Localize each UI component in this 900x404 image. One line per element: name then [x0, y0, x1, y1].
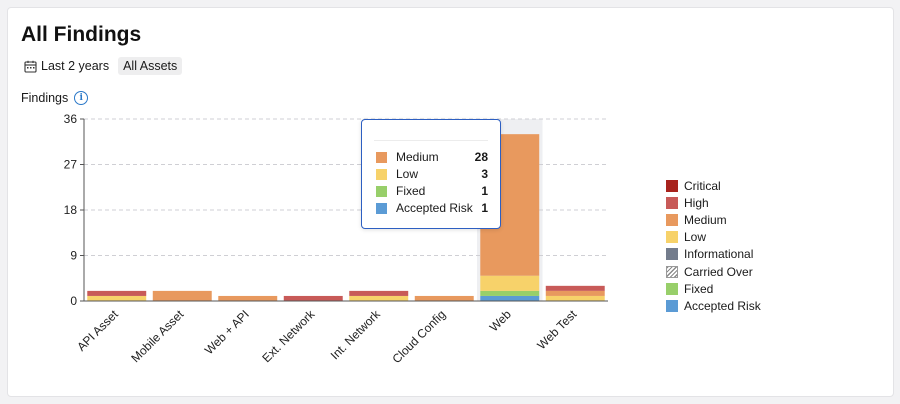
bar-segment-low [349, 295, 409, 301]
x-tick-label: Web Test [534, 307, 579, 352]
legend-item-informational[interactable]: Informational [666, 246, 761, 263]
x-tick-label: Cloud Config [389, 307, 448, 366]
tooltip-label: Accepted Risk [396, 201, 473, 215]
tooltip-swatch [376, 202, 387, 214]
y-tick-label: 0 [70, 294, 77, 308]
bar-segment-fixed [480, 290, 540, 296]
tooltip-row: Fixed 1 [376, 183, 488, 199]
tooltip-divider [374, 140, 488, 141]
legend-swatch [666, 179, 678, 192]
y-tick-label: 36 [64, 112, 78, 126]
legend-label: High [684, 195, 709, 210]
bar-tooltip: Medium 28 Low 3 Fixed 1 Accepted Risk 1 [361, 119, 501, 229]
bar-segment-low [87, 295, 147, 301]
legend-item-high[interactable]: High [666, 194, 761, 211]
bar-segment-low [480, 275, 540, 291]
tooltip-row: Accepted Risk 1 [376, 200, 488, 216]
date-range-filter[interactable]: Last 2 years [21, 57, 112, 75]
legend-item-critical[interactable]: Critical [666, 177, 761, 194]
calendar-icon [24, 60, 37, 73]
bar-segment-high [349, 290, 409, 296]
tooltip-swatch [376, 168, 387, 180]
tooltip-label: Fixed [396, 184, 426, 198]
legend-swatch [666, 231, 678, 244]
page-title: All Findings [21, 23, 142, 46]
legend-swatch [666, 299, 678, 312]
tooltip-row: Medium 28 [376, 149, 488, 165]
legend-label: Informational [684, 247, 754, 262]
asset-filter[interactable]: All Assets [118, 57, 183, 75]
x-tick-label: Int. Network [328, 307, 384, 363]
y-axis-title-row: Findings i [21, 91, 89, 105]
bar-segment-accepted-risk [480, 295, 540, 301]
bar-segment-low [545, 295, 605, 301]
tooltip-value: 3 [481, 167, 488, 181]
tooltip-row: Low 3 [376, 166, 488, 182]
legend-swatch [666, 265, 678, 278]
x-tick-label: API Asset [74, 307, 121, 354]
bar-segment-medium [218, 295, 278, 301]
tooltip-label: Low [396, 167, 419, 181]
bar-segment-medium [545, 290, 605, 296]
filter-bar: Last 2 years All Assets [21, 57, 183, 75]
tooltip-value: 1 [481, 201, 488, 215]
bar-segment-medium [152, 290, 212, 301]
y-axis-title: Findings [21, 91, 69, 105]
y-tick-label: 9 [70, 249, 77, 263]
legend-item-medium[interactable]: Medium [666, 211, 761, 228]
bar-segment-medium [414, 295, 474, 301]
legend-label: Medium [684, 212, 727, 227]
legend-item-low[interactable]: Low [666, 229, 761, 246]
legend-swatch [666, 196, 678, 209]
tooltip-value: 1 [481, 184, 488, 198]
date-range-label: Last 2 years [41, 59, 110, 73]
x-tick-label: Web [487, 307, 514, 334]
legend-item-fixed[interactable]: Fixed [666, 280, 761, 297]
bar-segment-high [87, 290, 147, 296]
tooltip-label: Medium [396, 150, 439, 164]
x-tick-label: Ext. Network [259, 307, 318, 366]
tooltip-value: 28 [474, 150, 488, 164]
legend-item-accepted-risk[interactable]: Accepted Risk [666, 297, 761, 314]
bar-segment-high [283, 295, 343, 301]
legend-label: Low [684, 230, 707, 245]
info-icon[interactable]: i [74, 91, 89, 105]
legend-swatch [666, 213, 678, 226]
y-tick-label: 27 [64, 158, 78, 172]
legend-swatch [666, 282, 678, 295]
legend-label: Fixed [684, 281, 714, 296]
legend-label: Critical [684, 178, 721, 193]
tooltip-swatch [376, 185, 387, 197]
x-tick-label: Mobile Asset [128, 307, 186, 365]
legend-swatch [666, 248, 678, 261]
legend-item-carried-over[interactable]: Carried Over [666, 263, 761, 280]
legend-label: Carried Over [684, 264, 753, 279]
tooltip-swatch [376, 151, 387, 163]
chart-legend: Critical High Medium Low Informational C… [666, 177, 761, 315]
legend-label: Accepted Risk [684, 298, 761, 313]
bar-segment-high [545, 285, 605, 291]
y-tick-label: 18 [64, 203, 78, 217]
x-tick-label: Web + API [202, 307, 252, 357]
